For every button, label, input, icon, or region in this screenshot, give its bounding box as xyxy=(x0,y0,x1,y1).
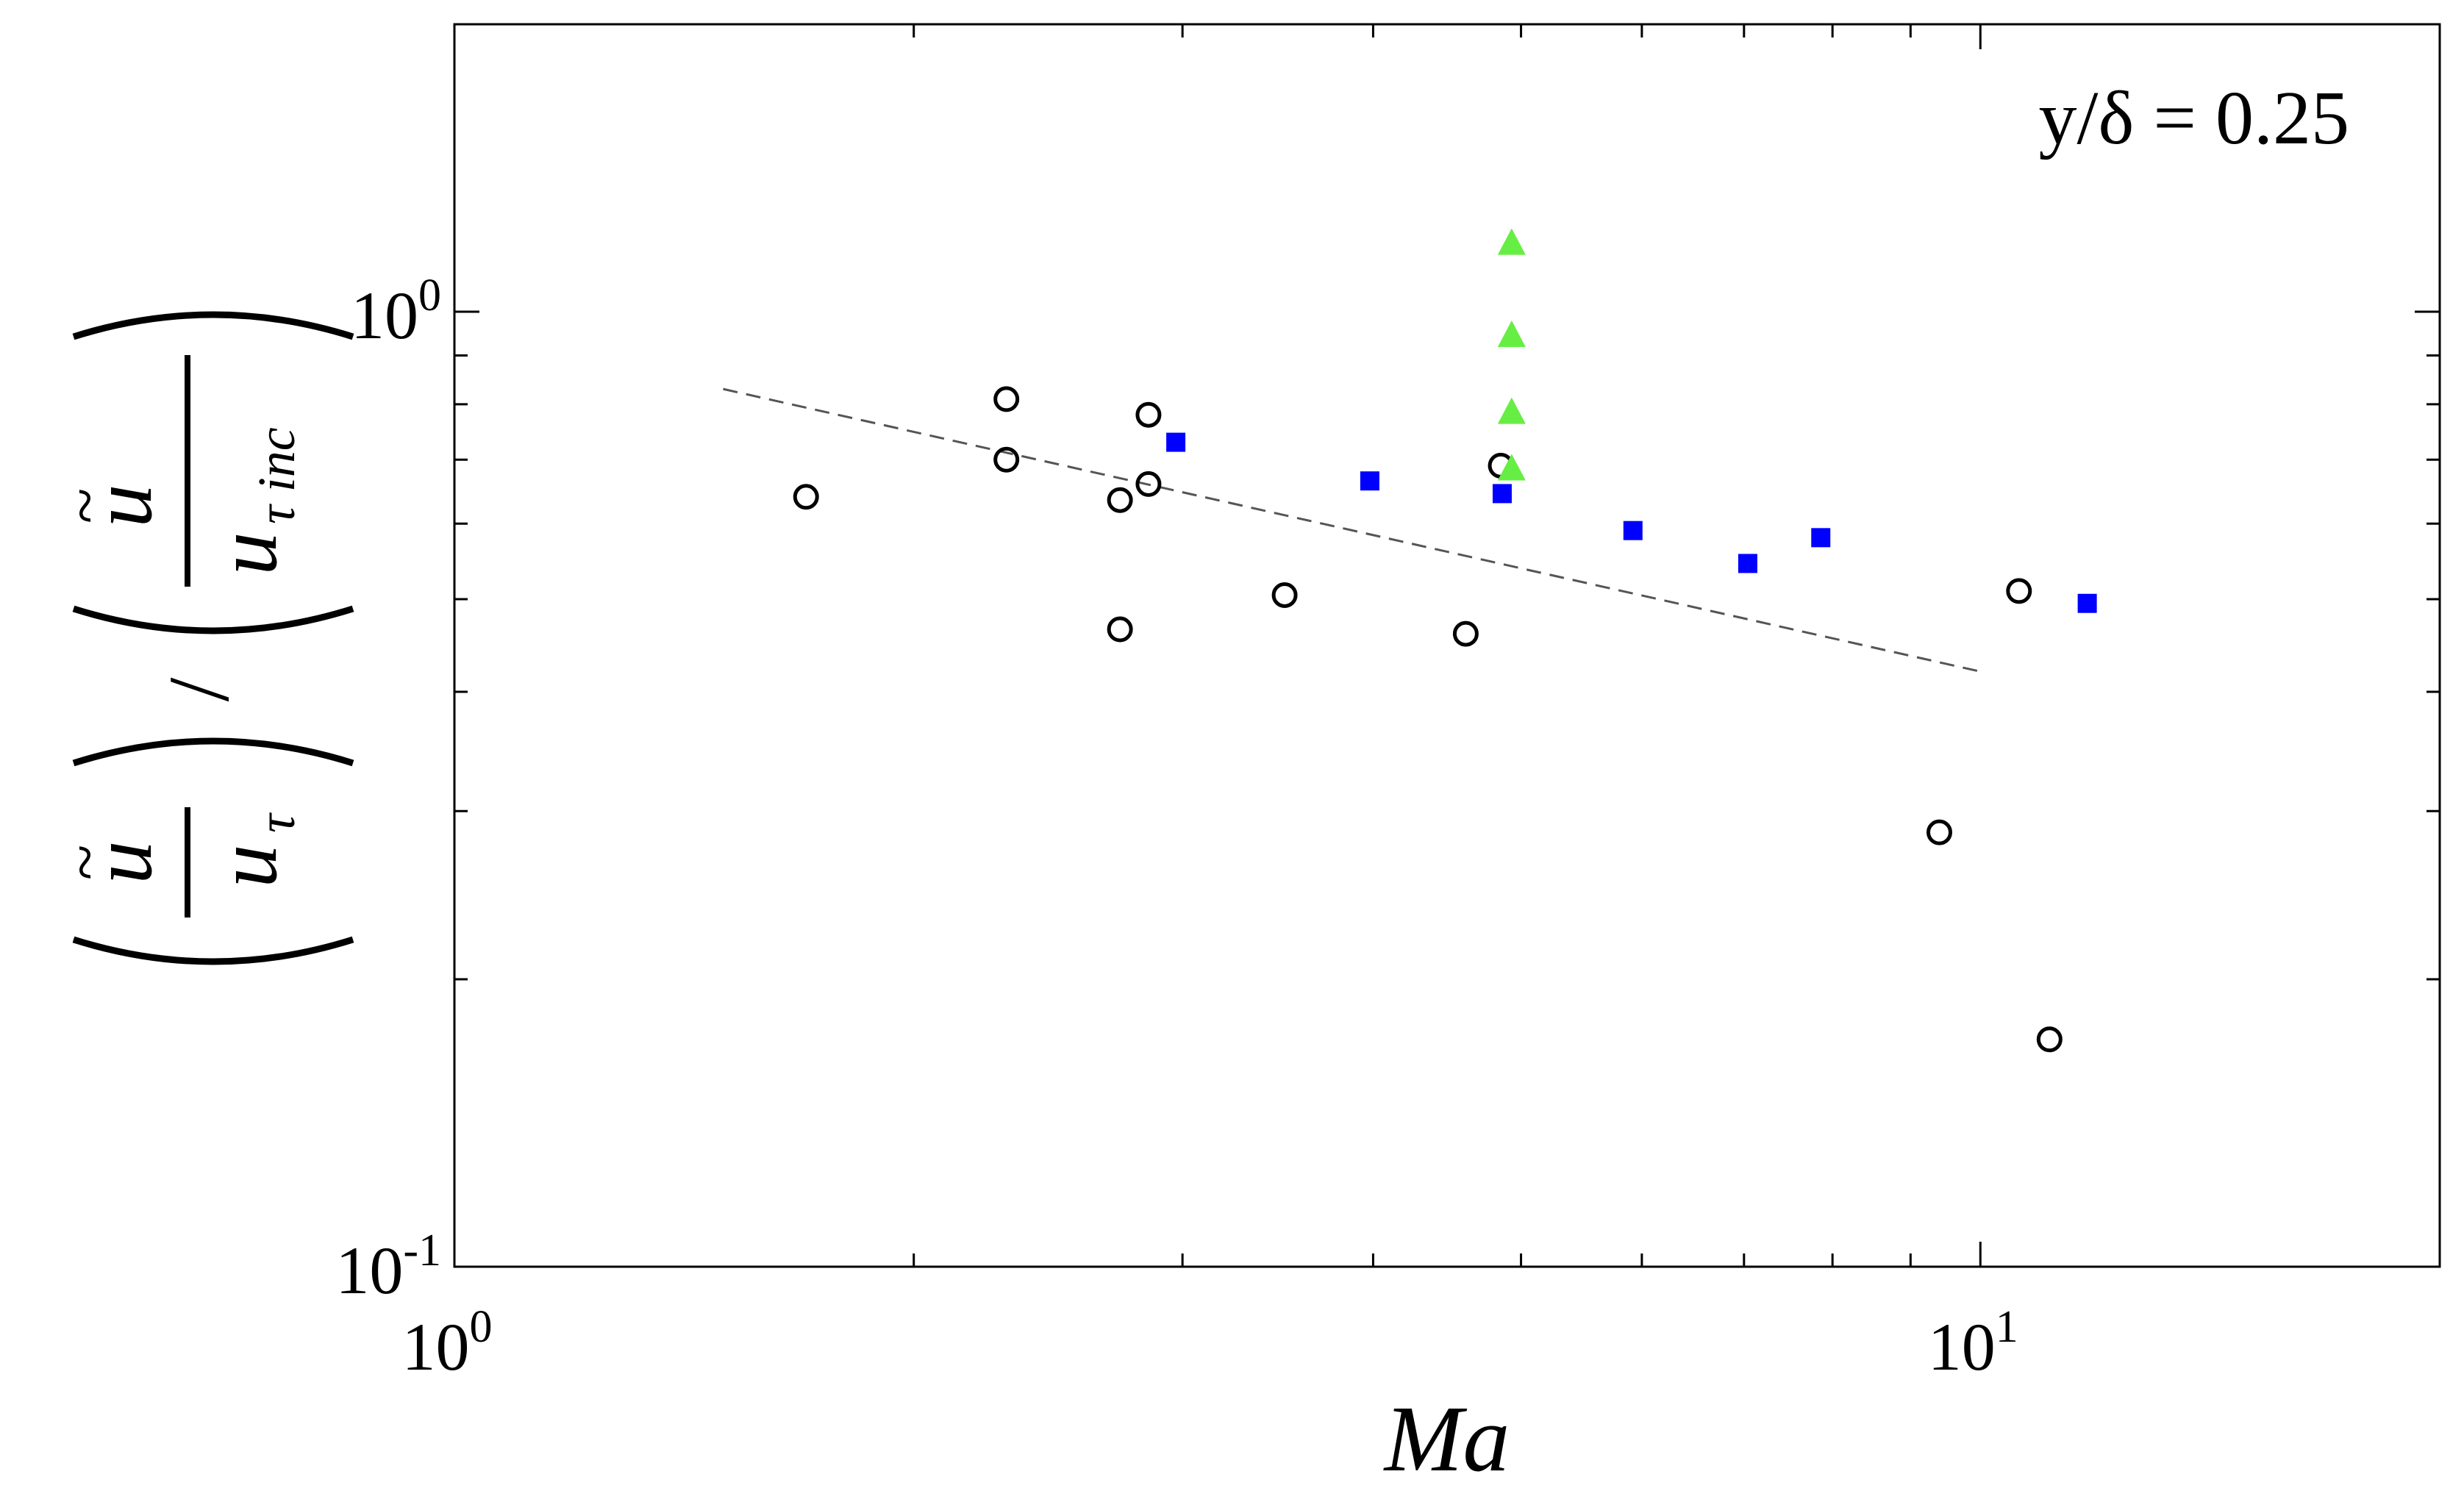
y-axis-title: u ~ u τ / u ~ u τ inc xyxy=(49,311,354,965)
axis-ticks xyxy=(453,23,2441,1268)
square-marker xyxy=(1360,471,1379,491)
annotation: y/δ = 0.25 xyxy=(2038,76,2349,160)
circle-marker xyxy=(1926,819,1953,845)
y-tick-label: 100 xyxy=(351,271,441,353)
svg-text:τ inc: τ inc xyxy=(247,427,306,524)
circle-marker xyxy=(1452,620,1479,647)
marker-layer xyxy=(793,228,2097,1053)
svg-text:~: ~ xyxy=(49,488,121,524)
svg-text:τ: τ xyxy=(247,812,306,833)
circle-marker xyxy=(1107,487,1133,513)
circle-marker xyxy=(1135,401,1162,428)
x-axis-title: Ma xyxy=(1383,1387,1510,1488)
plot-area xyxy=(453,23,2441,1268)
square-marker xyxy=(1492,484,1512,504)
circle-marker xyxy=(2006,578,2032,604)
circle-marker xyxy=(1107,616,1133,643)
svg-text:~: ~ xyxy=(49,845,121,881)
circle-marker xyxy=(2036,1026,2063,1053)
svg-text:u: u xyxy=(199,532,295,576)
svg-text:u: u xyxy=(199,845,295,888)
circle-marker xyxy=(993,446,1020,473)
circle-marker xyxy=(993,386,1020,412)
x-tick-label: 100 xyxy=(402,1302,493,1384)
fit-line-layer xyxy=(723,387,1981,673)
svg-text:u: u xyxy=(74,484,170,528)
circle-marker xyxy=(793,484,819,510)
circle-marker xyxy=(1271,582,1298,608)
svg-text:/: / xyxy=(151,677,247,701)
square-marker xyxy=(1166,432,1186,452)
x-tick-label: 101 xyxy=(1928,1302,2018,1384)
triangle-marker xyxy=(1497,320,1526,347)
triangle-marker xyxy=(1497,228,1526,255)
triangle-marker xyxy=(1497,397,1526,424)
svg-text:u: u xyxy=(74,841,170,884)
fit-line xyxy=(723,387,1981,673)
square-marker xyxy=(2077,593,2097,613)
triangle-marker xyxy=(1497,454,1526,481)
square-marker xyxy=(1623,521,1643,540)
square-marker xyxy=(1811,528,1831,548)
y-tick-label: 10-1 xyxy=(335,1226,441,1308)
circle-marker xyxy=(1135,471,1162,497)
square-marker xyxy=(1738,554,1757,573)
